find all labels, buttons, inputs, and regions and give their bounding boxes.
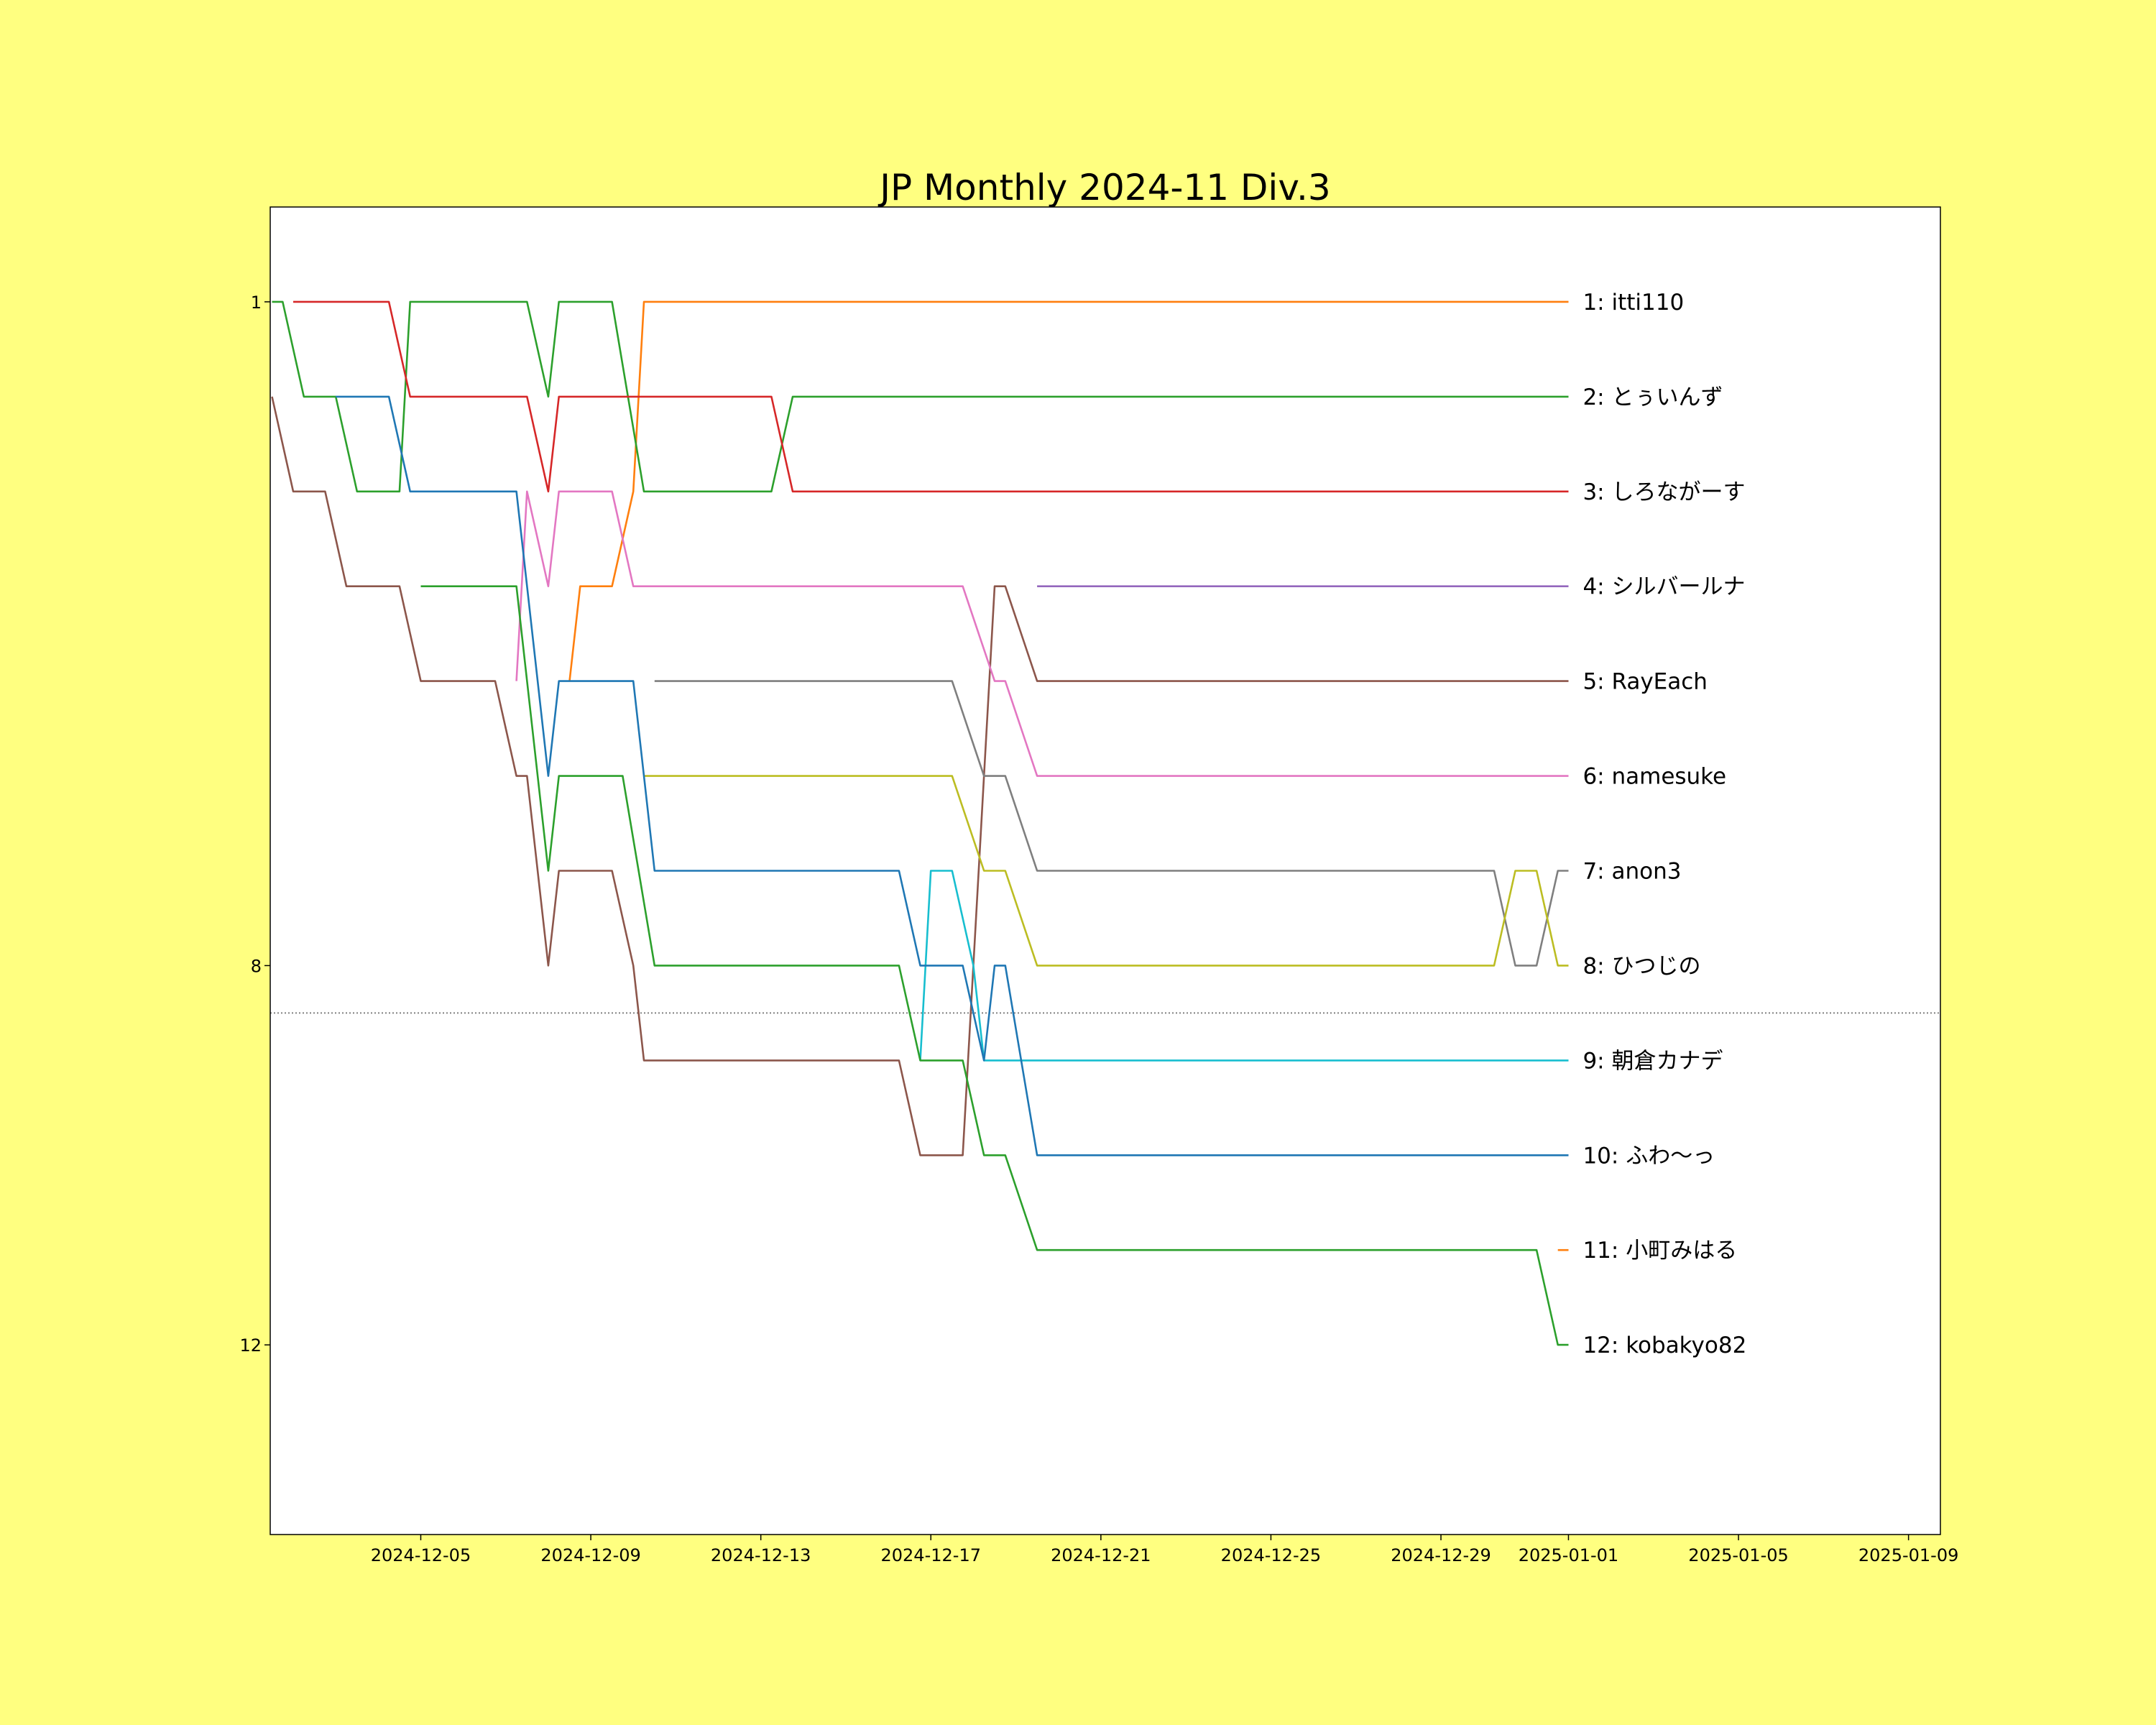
series-label-7: 7: anon3 xyxy=(1583,859,1681,885)
x-tick-label: 2024-12-09 xyxy=(540,1545,640,1565)
series-labels: 1: itti110 2: とぅいんず 3: しろながーす 4: シルバールナ 5: R… xyxy=(1583,290,1746,1358)
series-label-10: 10: ふわ〜っ xyxy=(1583,1143,1715,1169)
x-tick-label: 2024-12-29 xyxy=(1391,1545,1491,1565)
series-label-12: 12: kobakyo82 xyxy=(1583,1333,1746,1358)
x-tick-label: 2024-12-17 xyxy=(881,1545,981,1565)
y-tick-label: 1 xyxy=(251,293,262,313)
series-label-1: 1: itti110 xyxy=(1583,290,1684,316)
series-label-11: 11: 小町みはる xyxy=(1583,1238,1737,1264)
series-line-10 xyxy=(336,395,1569,1156)
series-label-8: 8: ひつじの xyxy=(1583,953,1700,979)
plot-frame xyxy=(270,206,1941,1535)
series-line-12 xyxy=(420,585,1569,1346)
x-tick-label: 2025-01-01 xyxy=(1519,1545,1618,1565)
chart-title: JP Monthly 2024-11 Div.3 xyxy=(877,167,1331,208)
y-tick-label: 8 xyxy=(251,956,262,976)
x-tick-label: 2024-12-13 xyxy=(711,1545,811,1565)
series-label-5: 5: RayEach xyxy=(1583,669,1708,695)
series-label-3: 3: しろながーす xyxy=(1583,479,1745,505)
series-line-9 xyxy=(919,870,1569,1062)
x-tick-label: 2025-01-09 xyxy=(1858,1545,1958,1565)
series-label-9: 9: 朝倉カナデ xyxy=(1583,1048,1723,1074)
x-tick-label: 2025-01-05 xyxy=(1688,1545,1788,1565)
x-axis: 2024-12-05 2024-12-09 2024-12-13 2024-12-17… xyxy=(371,1535,1958,1565)
series-line-3 xyxy=(293,300,1569,493)
series-label-4: 4: シルバールナ xyxy=(1583,574,1745,600)
series-line-6 xyxy=(515,490,1569,777)
x-tick-label: 2024-12-05 xyxy=(371,1545,471,1565)
series-label-2: 2: とぅいんず xyxy=(1583,385,1723,410)
series-layer xyxy=(271,300,1569,1346)
series-line-2 xyxy=(272,300,1569,493)
x-tick-label: 2024-12-21 xyxy=(1051,1545,1151,1565)
x-tick-label: 2024-12-25 xyxy=(1221,1545,1321,1565)
y-tick-label: 12 xyxy=(239,1335,262,1356)
series-line-8 xyxy=(644,775,1569,967)
series-label-6: 6: namesuke xyxy=(1583,764,1726,790)
